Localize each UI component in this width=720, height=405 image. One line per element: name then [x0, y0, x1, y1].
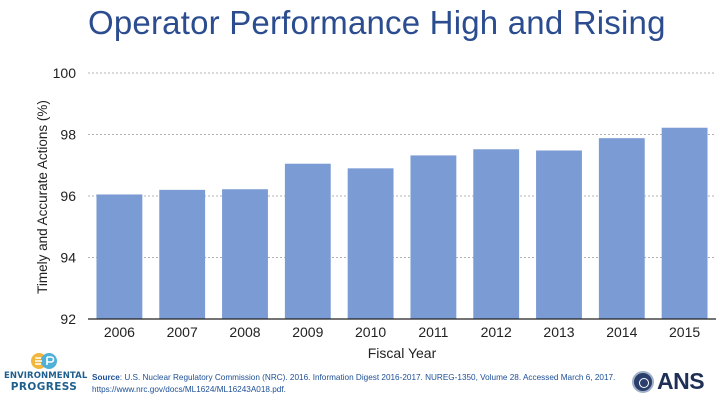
- y-tick-label: 98: [60, 127, 76, 143]
- bar-2008: [222, 189, 268, 319]
- x-tick-label: 2013: [543, 324, 574, 340]
- bar-2006: [96, 194, 143, 319]
- x-axis: 2006 2007 2008 2009 2010 2011 2012 2013 2014 2015: [88, 318, 716, 340]
- ans-logo-text: ANS: [657, 368, 705, 394]
- environmental-progress-logo: ENVIRONMENTAL PROGRESS: [4, 350, 88, 402]
- bar-2012: [473, 149, 520, 319]
- bar-2010: [347, 168, 394, 319]
- bar-2011: [410, 155, 457, 319]
- x-tick-label: 2011: [418, 324, 448, 340]
- chart-bars: [96, 127, 708, 319]
- bar-2015: [661, 127, 708, 319]
- ans-logo: ANS: [632, 368, 712, 399]
- logo-text-environmental: ENVIRONMENTAL: [4, 371, 88, 381]
- environmental-progress-mark-icon: [31, 353, 57, 369]
- ans-seal-icon: [632, 371, 654, 393]
- x-tick-label: 2007: [167, 324, 198, 340]
- x-tick-label: 2014: [606, 324, 637, 340]
- x-tick-label: 2010: [355, 324, 386, 340]
- y-tick-label: 94: [60, 250, 76, 266]
- x-tick-label: 2006: [104, 324, 135, 340]
- source-text: : U.S. Nuclear Regulatory Commission (NR…: [92, 373, 616, 394]
- bar-2009: [284, 163, 331, 319]
- y-tick-label: 96: [60, 188, 76, 204]
- y-axis-label: Timely and Accurate Actions (%): [35, 100, 50, 294]
- source-label: Source: [92, 373, 120, 382]
- bar-2014: [598, 138, 645, 319]
- bar-2007: [159, 189, 206, 319]
- x-tick-label: 2009: [292, 324, 323, 340]
- source-citation: Source: U.S. Nuclear Regulatory Commissi…: [92, 372, 622, 395]
- y-tick-label: 100: [53, 65, 77, 81]
- bar-chart: 92 94 96 98 100 2006 2007 2008 2009 2010 2011 2012…: [35, 65, 716, 361]
- bar-2013: [536, 150, 582, 319]
- logo-text-progress: PROGRESS: [10, 380, 78, 393]
- page-title: Operator Performance High and Rising: [88, 4, 666, 41]
- x-tick-label: 2015: [669, 324, 700, 340]
- x-tick-label: 2012: [481, 324, 512, 340]
- x-axis-label: Fiscal Year: [368, 345, 437, 361]
- x-tick-label: 2008: [229, 324, 260, 340]
- y-axis: 92 94 96 98 100: [53, 65, 77, 327]
- y-tick-label: 92: [60, 311, 76, 327]
